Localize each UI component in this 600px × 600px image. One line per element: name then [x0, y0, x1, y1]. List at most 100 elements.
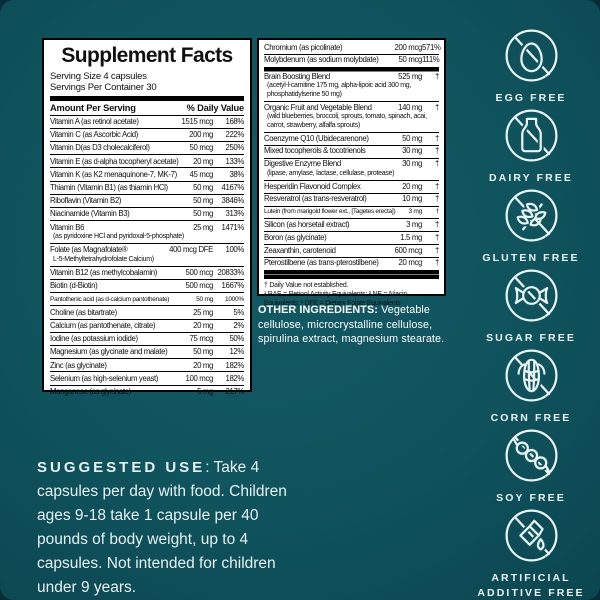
nutrient-name: Choline (as bitartrate) — [50, 307, 117, 317]
nutrient-daily-value: 571% — [422, 42, 441, 52]
table-row: Coenzyme Q10 (Ubidecarenone) 50 mg † — [264, 133, 439, 146]
nutrient-amount: 200 mg — [189, 130, 213, 140]
nutrient-amount: 400 mcg DFE — [169, 245, 213, 255]
nutrient-daily-value: † — [435, 133, 439, 143]
nutrient-amount: 1515 mcg — [181, 117, 214, 127]
nutrient-daily-value: 2% — [233, 321, 244, 331]
nutrient-name: Folate (as Magnafolate® — [50, 245, 128, 255]
free-from-badges: EGG FREE DAIRY FREE GLUTEN FREE — [462, 26, 600, 599]
badge-label: ARTIFICIAL ADDITIVE FREE — [477, 572, 585, 599]
nutrient-daily-value: 182% — [225, 373, 244, 383]
nutrient-daily-value: † — [435, 258, 439, 268]
nutrient-amount: 200 mcg — [394, 42, 423, 52]
nutrient-amount: 50 mg — [402, 133, 422, 143]
nutrient-name: Biotin (d-Biotin) — [50, 281, 98, 291]
nutrient-name: Calcium (as pantothenate, citrate) — [50, 321, 156, 331]
nutrient-daily-value: 168% — [225, 117, 244, 127]
suggested-use: SUGGESTED USE: Take 4 capsules per day w… — [37, 456, 313, 600]
nutrient-daily-value: † — [435, 194, 439, 204]
nutrient-name: Lutein (from marigold flower ext., [Tage… — [264, 208, 396, 216]
table-row: Vitamin A (as retinol acetate) 1515 mcg … — [50, 116, 244, 129]
nutrient-amount: 600 mcg — [394, 245, 423, 255]
nutrient-name: Vitamin D(as D3 cholecalciferol) — [50, 143, 150, 153]
table-row: Boron (as glycinate) 1.5 mg † — [264, 232, 439, 246]
nutrient-name: Coenzyme Q10 (Ubidecarenone) — [264, 133, 369, 143]
nutrient-daily-value: 1667% — [221, 281, 244, 291]
table-row: Molybdenum (as sodium molybdate) 50 mcg … — [264, 55, 440, 67]
nutrient-name: Boron (as glycinate) — [264, 232, 327, 242]
nutrient-amount: 25 mg — [193, 307, 213, 317]
daily-value-footnote: † Daily Value not established. ¹ RAE = R… — [264, 275, 439, 309]
nutrient-daily-value: 250% — [225, 143, 244, 153]
divider-thick — [50, 96, 244, 101]
nutrient-daily-value: 217% — [225, 387, 244, 397]
nutrient-amount: 100 mcg — [185, 373, 214, 383]
table-row: Mixed tocopherols & tocotrienols 30 mg † — [264, 146, 439, 159]
candy-icon — [505, 269, 557, 322]
table-row: Folate (as Magnafolate® 400 mcg DFE 100%… — [50, 244, 244, 267]
nutrient-amount: 50 mg — [193, 196, 213, 206]
nutrient-daily-value: † — [435, 146, 439, 156]
suggested-use-heading: SUGGESTED USE — [37, 459, 206, 476]
nutrient-name: Zeaxanthin, carotenoid — [264, 245, 336, 255]
wheat-icon — [505, 189, 557, 242]
badge-gluten-free: GLUTEN FREE — [468, 186, 594, 266]
nutrient-amount: 525 mg — [398, 71, 422, 81]
table-row: Chromium (as picolinate) 200 mcg 571% — [264, 42, 441, 55]
corn-icon — [505, 349, 557, 402]
nutrient-name: Silicon (as horsetail extract) — [264, 219, 350, 229]
footnote-line: † Daily Value not established. — [264, 281, 349, 289]
table-row: Manganese (as glycinate) 5 mg 217% — [50, 386, 244, 398]
table-row: Hesperidin Flavonoid Complex 20 mg † — [264, 181, 439, 194]
nutrient-amount: 3 mg — [406, 219, 422, 229]
nutrient-amount: 10 mg — [402, 194, 422, 204]
nutrient-name: Hesperidin Flavonoid Complex — [264, 181, 361, 191]
table-row: Zeaxanthin, carotenoid 600 mcg † — [264, 245, 439, 258]
nutrient-name: Magnesium (as glycinate and malate) — [50, 347, 168, 357]
nutrient-daily-value: 1471% — [221, 222, 244, 232]
nutrient-name: Resveratrol (as trans-resveratrol) — [264, 194, 367, 204]
nutrient-name: Chromium (as picolinate) — [264, 42, 343, 52]
nutrient-amount: 140 mg — [398, 102, 422, 112]
nutrient-subtext: (acetyl-l-carnitine 175 mg, alpha-lipoic… — [267, 82, 412, 98]
nutrient-daily-value: † — [435, 232, 439, 242]
badge-artificial-additive-free: ARTIFICIAL ADDITIVE FREE — [468, 506, 594, 600]
nutrient-name: Zinc (as glycinate) — [50, 360, 107, 370]
badge-sugar-free: SUGAR FREE — [468, 266, 594, 346]
table-row: Pterostilbene (as trans-pterostilbene) 2… — [264, 258, 439, 270]
nutrient-daily-value: 50% — [229, 334, 244, 344]
nutrient-name: Pterostilbene (as trans-pterostilbene) — [264, 258, 379, 268]
nutrient-daily-value: † — [435, 71, 439, 81]
table-row: Selenium (as high-selenium yeast) 100 mc… — [50, 372, 244, 386]
nutrient-name: Iodine (as potassium iodide) — [50, 334, 138, 344]
nutrient-subtext: (wild blueberries, broccoli, sprouts, to… — [267, 113, 427, 129]
nutrient-daily-value: † — [435, 181, 439, 191]
table-row: Vitamin E (as d-alpha tocopheryl acetate… — [50, 155, 244, 169]
badge-label: SUGAR FREE — [486, 332, 576, 344]
egg-icon — [505, 29, 557, 82]
nutrient-amount: 3 mg — [408, 208, 423, 216]
nutrient-name: Mixed tocopherols & tocotrienols — [264, 146, 366, 156]
amount-header: Amount Per Serving — [50, 103, 136, 114]
nutrient-daily-value: 100% — [225, 245, 244, 255]
nutrient-amount: 50 mg — [193, 209, 213, 219]
supplement-facts-continued-panel: Chromium (as picolinate) 200 mcg 571% Mo… — [257, 38, 446, 307]
nutrient-rows: Vitamin A (as retinol acetate) 1515 mcg … — [50, 116, 244, 398]
nutrient-daily-value: 182% — [225, 360, 244, 370]
table-row: Magnesium (as glycinate and malate) 50 m… — [50, 346, 244, 360]
nutrient-name: Molybdenum (as sodium molybdate) — [264, 55, 379, 65]
footnote-line: ¹ RAE = Retinol Activity Equivalents; ² … — [264, 291, 407, 307]
nutrient-amount: 20 mg — [193, 360, 213, 370]
badge-label: CORN FREE — [490, 412, 572, 424]
nutrient-amount: 75 mcg — [189, 334, 214, 344]
nutrient-name: Manganese (as glycinate) — [50, 387, 131, 397]
table-row: Lutein (from marigold flower ext., [Tage… — [264, 207, 439, 220]
nutrient-daily-value: 12% — [229, 347, 244, 357]
nutrient-daily-value: † — [435, 102, 439, 112]
nutrient-name: Riboflavin (Vitamin B2) — [50, 196, 122, 206]
supplement-facts-panel: Supplement Facts Serving Size 4 capsules… — [42, 38, 252, 396]
nutrient-daily-value: 4167% — [221, 183, 244, 193]
nutrient-amount: 20 mcg — [398, 258, 423, 268]
table-row: Vitamin C (as Ascorbic Acid) 200 mg 222% — [50, 129, 244, 142]
table-row: Riboflavin (Vitamin B2) 50 mg 3846% — [50, 195, 244, 208]
